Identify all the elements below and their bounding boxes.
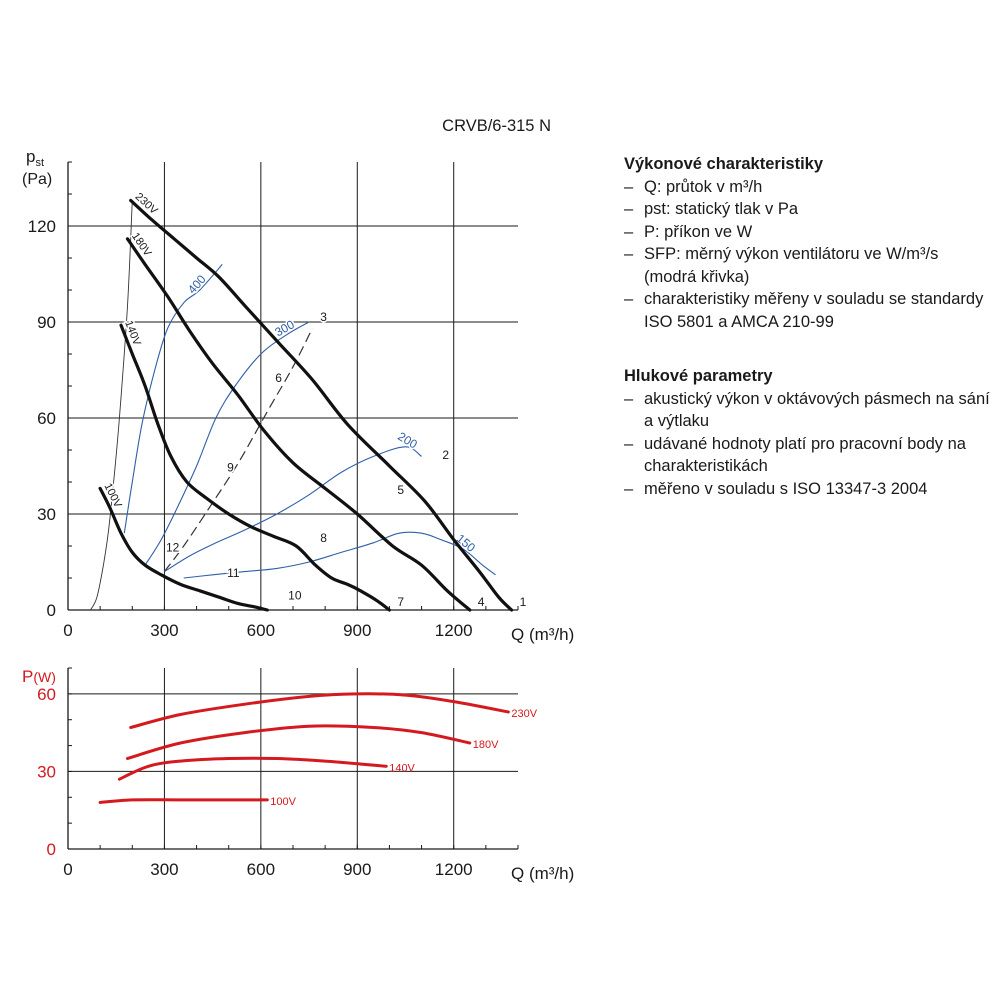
working-point-label: 7	[397, 595, 404, 609]
performance-legend: Výkonové charakteristiky – Q: průtok v m³…	[624, 153, 994, 333]
power-curve	[117, 756, 388, 781]
fan-curve	[98, 486, 269, 612]
working-point-label: 12	[166, 541, 180, 555]
power-chart-y-tick-label: 60	[37, 685, 56, 704]
performance-legend-heading: Výkonové charakteristiky	[624, 155, 824, 173]
model-title: CRVB/6-315 N	[442, 117, 551, 135]
pressure-chart-x-tick-label: 900	[343, 621, 371, 640]
legend-item-measured: – měřeno v souladu s ISO 13347-3 2004	[624, 479, 928, 498]
power-chart-y-tick-label: 30	[37, 762, 56, 781]
power-curve	[129, 692, 510, 729]
legend-item-power: – P: příkon ve W	[624, 222, 753, 241]
power-curve	[126, 724, 472, 760]
pressure-chart-y-tick-label: 90	[37, 313, 56, 332]
power-curve-label: 180V	[473, 739, 499, 751]
working-point-label: 6	[275, 371, 282, 385]
sfp-curve	[164, 446, 422, 573]
power-chart-x-tick-label: 0	[63, 860, 72, 879]
pressure-chart-x-tick-label: 1200	[435, 621, 473, 640]
working-point-label: 10	[288, 589, 302, 603]
legend-item-flow: – Q: průtok v m³/h	[624, 177, 763, 196]
pressure-chart-y-tick-label: 120	[28, 217, 56, 236]
sfp-curve	[123, 264, 223, 534]
working-point-label: 3	[320, 310, 327, 324]
legend-item-standards: – charakteristiky měřeny v souladu se sta…	[624, 290, 984, 331]
working-point-label: 5	[397, 483, 404, 497]
power-chart-y-tick-label: 0	[47, 840, 56, 859]
fan-curve	[119, 323, 391, 612]
legend-item-values: – udávané hodnoty platí pro pracovní body…	[624, 434, 966, 476]
sfp-curve-label: 400	[185, 272, 209, 297]
legend-item-pressure: – pst: statický tlak v Pa	[624, 200, 799, 218]
working-point-label: 2	[442, 448, 449, 462]
legend-item-acoustic: – akustický výkon v oktávových pásmech na…	[624, 389, 990, 431]
fan-curve	[129, 198, 514, 612]
system-curve	[90, 200, 133, 611]
sfp-curve-label: 200	[395, 429, 420, 451]
pressure-chart-y-tick-label: 0	[47, 601, 56, 620]
working-point-label: 4	[478, 595, 485, 609]
sfp-curve	[183, 531, 496, 579]
pressure-chart-y-tick-label: 30	[37, 505, 56, 524]
legend-item-sfp: – SFP: měrný výkon ventilátoru ve W/m³/s …	[624, 245, 939, 286]
sfp-curve	[144, 321, 310, 566]
power-curve-label: 140V	[389, 762, 415, 774]
working-point-label: 8	[320, 531, 327, 545]
power-chart-x-tick-label: 300	[150, 860, 178, 879]
power-curve-label: 230V	[511, 708, 537, 720]
power-axis-label: P(W)	[22, 667, 56, 686]
pressure-chart-x-tick-label: 300	[150, 621, 178, 640]
pressure-axis-label: pst	[26, 147, 44, 169]
noise-legend-heading: Hlukové parametry	[624, 367, 773, 385]
working-point-label: 9	[227, 461, 234, 475]
power-curve	[98, 798, 269, 804]
power-x-axis-label: Q (m³/h)	[511, 864, 574, 883]
power-chart-x-tick-label: 900	[343, 860, 371, 879]
power-chart-x-tick-label: 1200	[435, 860, 473, 879]
pressure-chart-y-tick-label: 60	[37, 409, 56, 428]
power-curve-label: 100V	[270, 796, 296, 808]
sfp-curve-label: 300	[272, 317, 297, 339]
working-point-label: 1	[520, 595, 527, 609]
pressure-axis-unit: (Pa)	[22, 171, 52, 188]
pressure-chart-x-tick-label: 600	[247, 621, 275, 640]
system-curve	[163, 328, 313, 572]
power-chart-x-tick-label: 600	[247, 860, 275, 879]
working-point-label: 11	[227, 566, 240, 580]
pressure-x-axis-label: Q (m³/h)	[511, 625, 574, 644]
noise-legend: Hlukové parametry – akustický výkon v okt…	[624, 365, 994, 500]
fan-curve	[125, 237, 472, 612]
pressure-chart-x-tick-label: 0	[63, 621, 72, 640]
